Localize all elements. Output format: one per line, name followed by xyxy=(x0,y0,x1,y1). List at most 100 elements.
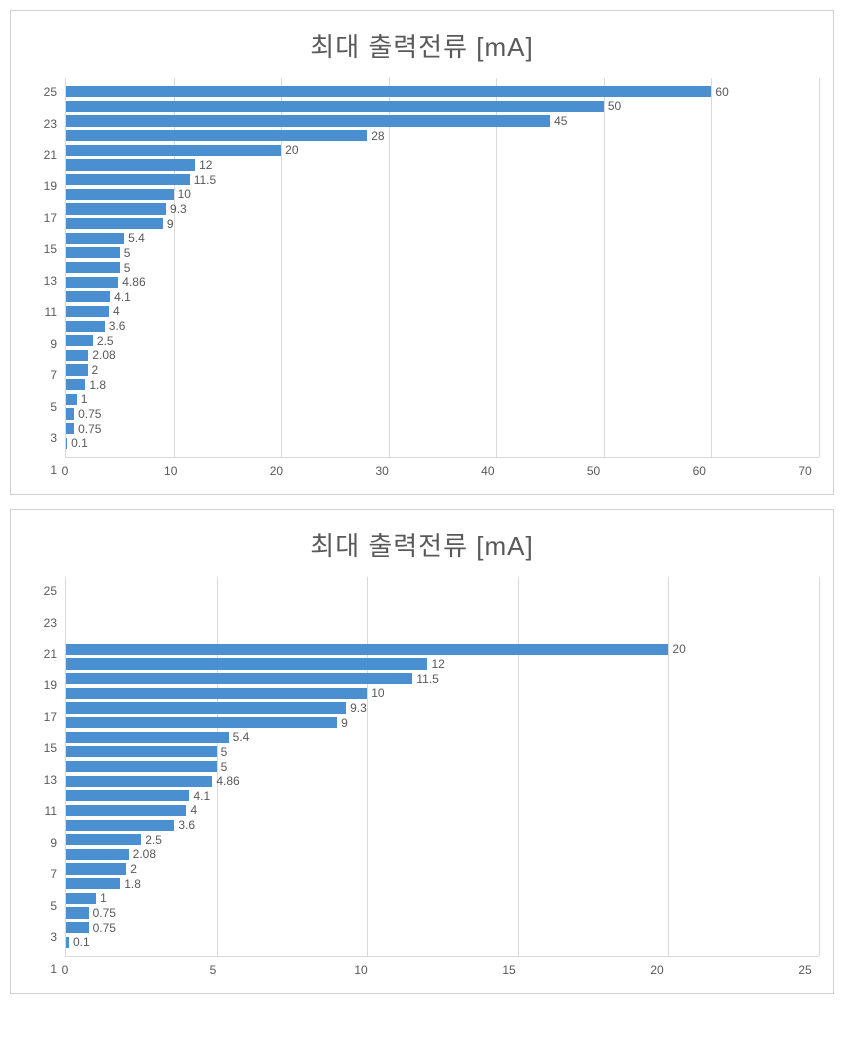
plot-area: 1234567891011121314151617181920212223242… xyxy=(25,577,819,983)
bar-row: 2 xyxy=(66,863,819,874)
bar-row xyxy=(66,614,819,625)
bar-row xyxy=(66,629,819,640)
y-tick-label: 23 xyxy=(25,616,61,628)
bar-value-label: 2 xyxy=(92,363,99,377)
x-tick-label: 10 xyxy=(354,963,367,977)
bar-value-label: 1 xyxy=(81,392,88,406)
y-tick-label: 3 xyxy=(25,931,61,943)
y-tick-label: 9 xyxy=(25,338,61,350)
bar xyxy=(66,247,120,258)
bar xyxy=(66,863,126,874)
bar-row: 2.08 xyxy=(66,849,819,860)
bar-row: 2.5 xyxy=(66,335,819,346)
y-tick-label: 5 xyxy=(25,900,61,912)
bar xyxy=(66,145,281,156)
bar-row: 9 xyxy=(66,717,819,728)
gridline xyxy=(819,577,820,956)
bar-value-label: 0.75 xyxy=(93,906,116,920)
bar xyxy=(66,130,367,141)
y-tick-label: 21 xyxy=(25,648,61,660)
bar-row: 2.08 xyxy=(66,350,819,361)
bar-value-label: 0.75 xyxy=(93,921,116,935)
bar-row: 50 xyxy=(66,101,819,112)
plot-area: 1234567891011121314151617181920212223242… xyxy=(25,78,819,484)
bar xyxy=(66,820,174,831)
bar xyxy=(66,86,711,97)
y-tick-label: 7 xyxy=(25,369,61,381)
bar xyxy=(66,893,96,904)
bar xyxy=(66,189,174,200)
y-tick-label: 15 xyxy=(25,742,61,754)
bar xyxy=(66,790,189,801)
bar-value-label: 2.08 xyxy=(92,348,115,362)
bar-row: 4.86 xyxy=(66,776,819,787)
chart-title: 최대 출력전류 [mA] xyxy=(25,526,819,563)
bar xyxy=(66,673,412,684)
bar-value-label: 9.3 xyxy=(350,701,367,715)
y-axis-ticks: 1234567891011121314151617181920212223242… xyxy=(25,585,61,975)
bar-value-label: 5 xyxy=(221,745,228,759)
chart-container: 최대 출력전류 [mA]1234567891011121314151617181… xyxy=(10,509,834,994)
x-tick-label: 50 xyxy=(587,464,600,478)
bar-row: 5.4 xyxy=(66,233,819,244)
bar xyxy=(66,408,74,419)
y-tick-label: 25 xyxy=(25,86,61,98)
bar-value-label: 3.6 xyxy=(178,818,195,832)
bar xyxy=(66,277,118,288)
bar xyxy=(66,101,604,112)
bar-row: 4.1 xyxy=(66,291,819,302)
y-tick-label: 5 xyxy=(25,401,61,413)
bar xyxy=(66,849,129,860)
bar-row: 9.3 xyxy=(66,203,819,214)
bar-row: 4.1 xyxy=(66,790,819,801)
bar xyxy=(66,761,217,772)
x-tick-label: 20 xyxy=(270,464,283,478)
bar xyxy=(66,306,109,317)
x-tick-label: 0 xyxy=(62,963,69,977)
bar-row: 11.5 xyxy=(66,673,819,684)
x-tick-label: 40 xyxy=(481,464,494,478)
bar-value-label: 60 xyxy=(715,85,728,99)
bar-row: 12 xyxy=(66,159,819,170)
bar xyxy=(66,394,77,405)
bar-value-label: 20 xyxy=(285,143,298,157)
bar-value-label: 1 xyxy=(100,891,107,905)
bars-group: 0.10.750.7511.822.082.53.644.14.86555.49… xyxy=(66,86,819,449)
bar xyxy=(66,203,166,214)
y-tick-label: 1 xyxy=(25,963,61,975)
bar-value-label: 1.8 xyxy=(124,877,141,891)
bar-row: 20 xyxy=(66,145,819,156)
bar-row: 0.75 xyxy=(66,423,819,434)
chart-container: 최대 출력전류 [mA]1234567891011121314151617181… xyxy=(10,10,834,495)
bar-row: 0.75 xyxy=(66,408,819,419)
bar-row: 28 xyxy=(66,130,819,141)
y-tick-label: 13 xyxy=(25,275,61,287)
x-tick-label: 0 xyxy=(62,464,69,478)
bar xyxy=(66,922,89,933)
bar xyxy=(66,115,550,126)
bar xyxy=(66,218,163,229)
bar-row: 2.5 xyxy=(66,834,819,845)
y-tick-label: 17 xyxy=(25,711,61,723)
bar-row: 3.6 xyxy=(66,321,819,332)
bar xyxy=(66,291,110,302)
bar-row: 5 xyxy=(66,761,819,772)
bar-value-label: 2.5 xyxy=(97,334,114,348)
x-tick-label: 10 xyxy=(164,464,177,478)
bar xyxy=(66,159,195,170)
bar xyxy=(66,233,124,244)
y-tick-label: 15 xyxy=(25,243,61,255)
x-tick-label: 15 xyxy=(502,963,515,977)
x-axis-ticks: 0510152025 xyxy=(65,961,805,983)
bar-value-label: 2 xyxy=(130,862,137,876)
bar-value-label: 0.75 xyxy=(78,422,101,436)
bar-row: 3.6 xyxy=(66,820,819,831)
bar xyxy=(66,834,141,845)
bar-row: 12 xyxy=(66,658,819,669)
bar-value-label: 3.6 xyxy=(109,319,126,333)
bar-value-label: 4.1 xyxy=(193,789,210,803)
bar xyxy=(66,878,120,889)
bar-value-label: 0.1 xyxy=(73,935,90,949)
bar-row: 1.8 xyxy=(66,379,819,390)
bar xyxy=(66,364,88,375)
